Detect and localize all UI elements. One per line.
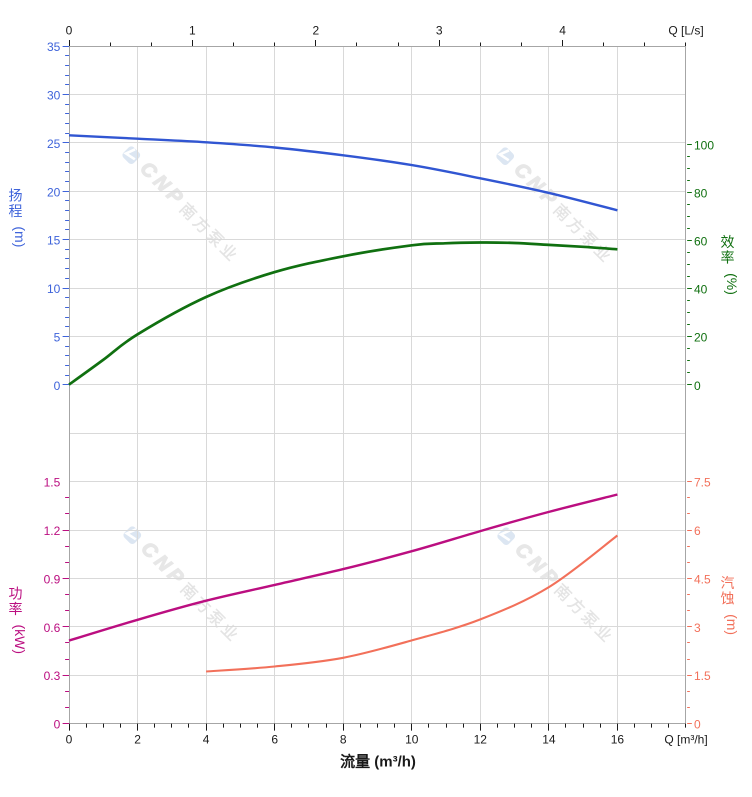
svg-text:汽: 汽 xyxy=(721,575,735,591)
svg-text:12: 12 xyxy=(474,733,488,747)
svg-text:率: 率 xyxy=(721,250,735,266)
svg-text:2: 2 xyxy=(134,733,141,747)
svg-text:(kW): (kW) xyxy=(12,625,28,655)
svg-text:80: 80 xyxy=(694,186,708,200)
svg-text:2: 2 xyxy=(312,24,319,38)
svg-text:35: 35 xyxy=(47,40,61,54)
svg-text:程: 程 xyxy=(9,203,23,219)
svg-text:1.5: 1.5 xyxy=(44,476,61,490)
svg-text:60: 60 xyxy=(694,235,708,249)
svg-text:Q [m³/h]: Q [m³/h] xyxy=(664,733,707,747)
svg-text:0.9: 0.9 xyxy=(44,572,61,586)
svg-text:0: 0 xyxy=(694,718,701,732)
svg-text:6: 6 xyxy=(694,524,701,538)
svg-text:15: 15 xyxy=(47,234,61,248)
svg-text:0: 0 xyxy=(54,718,61,732)
svg-text:(%): (%) xyxy=(724,273,740,295)
svg-text:流量 (m³/h): 流量 (m³/h) xyxy=(340,752,416,770)
svg-text:蚀: 蚀 xyxy=(721,591,735,607)
svg-text:1: 1 xyxy=(189,24,196,38)
svg-text:7.5: 7.5 xyxy=(694,476,711,490)
svg-text:0: 0 xyxy=(66,24,73,38)
svg-text:14: 14 xyxy=(542,733,556,747)
svg-text:0: 0 xyxy=(66,733,73,747)
svg-text:4: 4 xyxy=(203,733,210,747)
svg-text:率: 率 xyxy=(9,601,23,617)
svg-text:8: 8 xyxy=(340,733,347,747)
svg-text:3: 3 xyxy=(436,24,443,38)
svg-text:0: 0 xyxy=(694,379,701,393)
svg-text:1.5: 1.5 xyxy=(694,669,711,683)
svg-text:3: 3 xyxy=(694,621,701,635)
svg-text:功: 功 xyxy=(9,586,23,602)
svg-text:10: 10 xyxy=(47,282,61,296)
svg-text:5: 5 xyxy=(54,330,61,344)
svg-text:(m): (m) xyxy=(12,226,28,247)
svg-text:0: 0 xyxy=(54,379,61,393)
svg-text:4.5: 4.5 xyxy=(694,572,711,586)
svg-text:Q [L/s]: Q [L/s] xyxy=(668,24,703,38)
svg-text:25: 25 xyxy=(47,137,61,151)
svg-text:10: 10 xyxy=(405,733,419,747)
svg-text:1.2: 1.2 xyxy=(44,524,61,538)
svg-text:100: 100 xyxy=(694,138,714,152)
svg-text:4: 4 xyxy=(559,24,566,38)
svg-text:40: 40 xyxy=(694,283,708,297)
svg-text:30: 30 xyxy=(47,89,61,103)
svg-text:16: 16 xyxy=(611,733,625,747)
svg-text:6: 6 xyxy=(271,733,278,747)
svg-text:效: 效 xyxy=(721,234,735,250)
svg-text:0.6: 0.6 xyxy=(44,621,61,635)
svg-text:0.3: 0.3 xyxy=(44,669,61,683)
svg-text:20: 20 xyxy=(47,185,61,199)
svg-text:20: 20 xyxy=(694,331,708,345)
svg-text:(m): (m) xyxy=(724,614,740,635)
svg-text:扬: 扬 xyxy=(9,188,23,204)
